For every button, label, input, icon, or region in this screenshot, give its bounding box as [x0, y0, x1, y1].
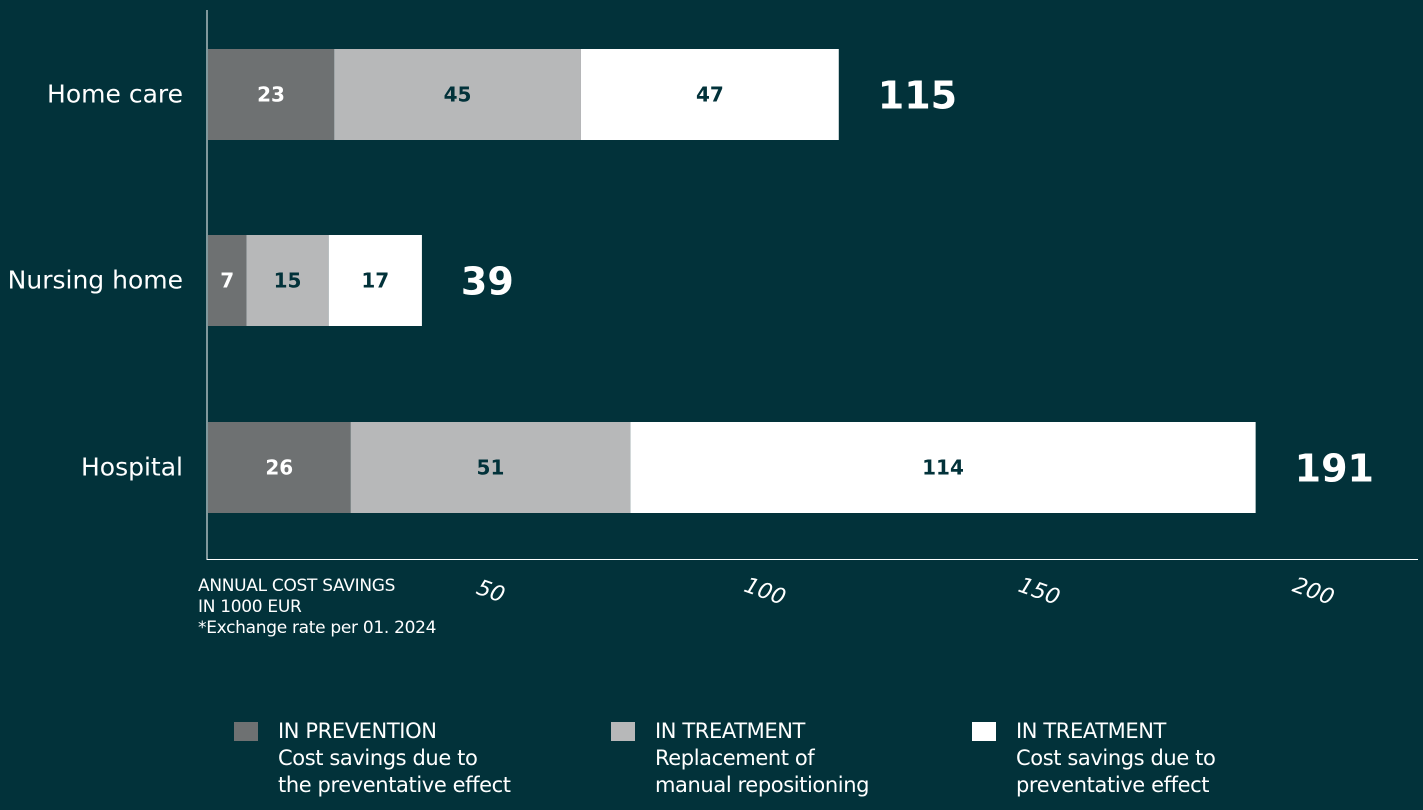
x-tick-label: 50 — [473, 575, 508, 608]
legend-line: manual repositioning — [655, 773, 870, 797]
bar-segment — [208, 49, 335, 140]
bar-segment — [208, 235, 247, 326]
segment-value-label: 45 — [444, 83, 472, 107]
x-axis-label-line: IN 1000 EUR — [198, 597, 302, 617]
bar-segment — [350, 422, 631, 513]
legend-title: IN TREATMENT — [655, 719, 805, 743]
legend-line: preventative effect — [1016, 773, 1210, 797]
bar-total-label: 191 — [1295, 447, 1374, 491]
legend-line: Replacement of — [655, 746, 815, 770]
segment-value-label: 7 — [220, 269, 234, 293]
legend-swatch — [972, 722, 996, 741]
segment-value-label: 15 — [274, 269, 302, 293]
bar-total-label: 115 — [878, 74, 957, 118]
legend-swatch — [234, 722, 258, 741]
x-tick-label: 150 — [1015, 573, 1063, 611]
x-axis-label-line: *Exchange rate per 01. 2024 — [198, 618, 437, 638]
bar-segment — [334, 49, 581, 140]
bar-segment — [208, 422, 351, 513]
bar-segment — [630, 422, 1256, 513]
bar-segment — [246, 235, 329, 326]
legend-title: IN TREATMENT — [1016, 719, 1166, 743]
bar-total-label: 39 — [461, 260, 514, 304]
segment-value-label: 114 — [922, 456, 964, 480]
segment-value-label: 51 — [477, 456, 505, 480]
legend-text: IN PREVENTION Cost savings due to the pr… — [278, 718, 511, 799]
x-tick-label: 200 — [1289, 573, 1337, 611]
x-axis-label: ANNUAL COST SAVINGS IN 1000 EUR *Exchang… — [198, 576, 436, 639]
legend-text: IN TREATMENT Cost savings due to prevent… — [1016, 718, 1216, 799]
category-label: Nursing home — [8, 266, 183, 295]
segment-value-label: 26 — [265, 456, 293, 480]
legend-title: IN PREVENTION — [278, 719, 437, 743]
bar-segment — [328, 235, 422, 326]
segment-value-label: 17 — [361, 269, 389, 293]
x-tick-label: 100 — [741, 573, 789, 611]
category-label: Hospital — [81, 453, 183, 482]
legend-swatch — [611, 722, 635, 741]
segment-value-label: 23 — [257, 83, 285, 107]
bar-segment — [580, 49, 839, 140]
legend-line: the preventative effect — [278, 773, 511, 797]
category-label: Home care — [47, 80, 183, 109]
legend-line: Cost savings due to — [278, 746, 478, 770]
x-axis-label-line: ANNUAL COST SAVINGS — [198, 576, 396, 596]
legend-line: Cost savings due to — [1016, 746, 1216, 770]
legend-text: IN TREATMENT Replacement of manual repos… — [655, 718, 869, 799]
legend: IN PREVENTION Cost savings due to the pr… — [0, 718, 1423, 810]
segment-value-label: 47 — [696, 83, 724, 107]
